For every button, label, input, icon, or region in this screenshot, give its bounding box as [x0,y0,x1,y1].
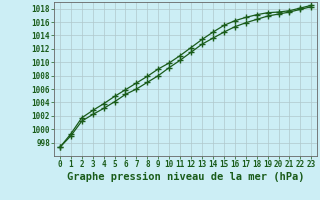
X-axis label: Graphe pression niveau de la mer (hPa): Graphe pression niveau de la mer (hPa) [67,172,304,182]
